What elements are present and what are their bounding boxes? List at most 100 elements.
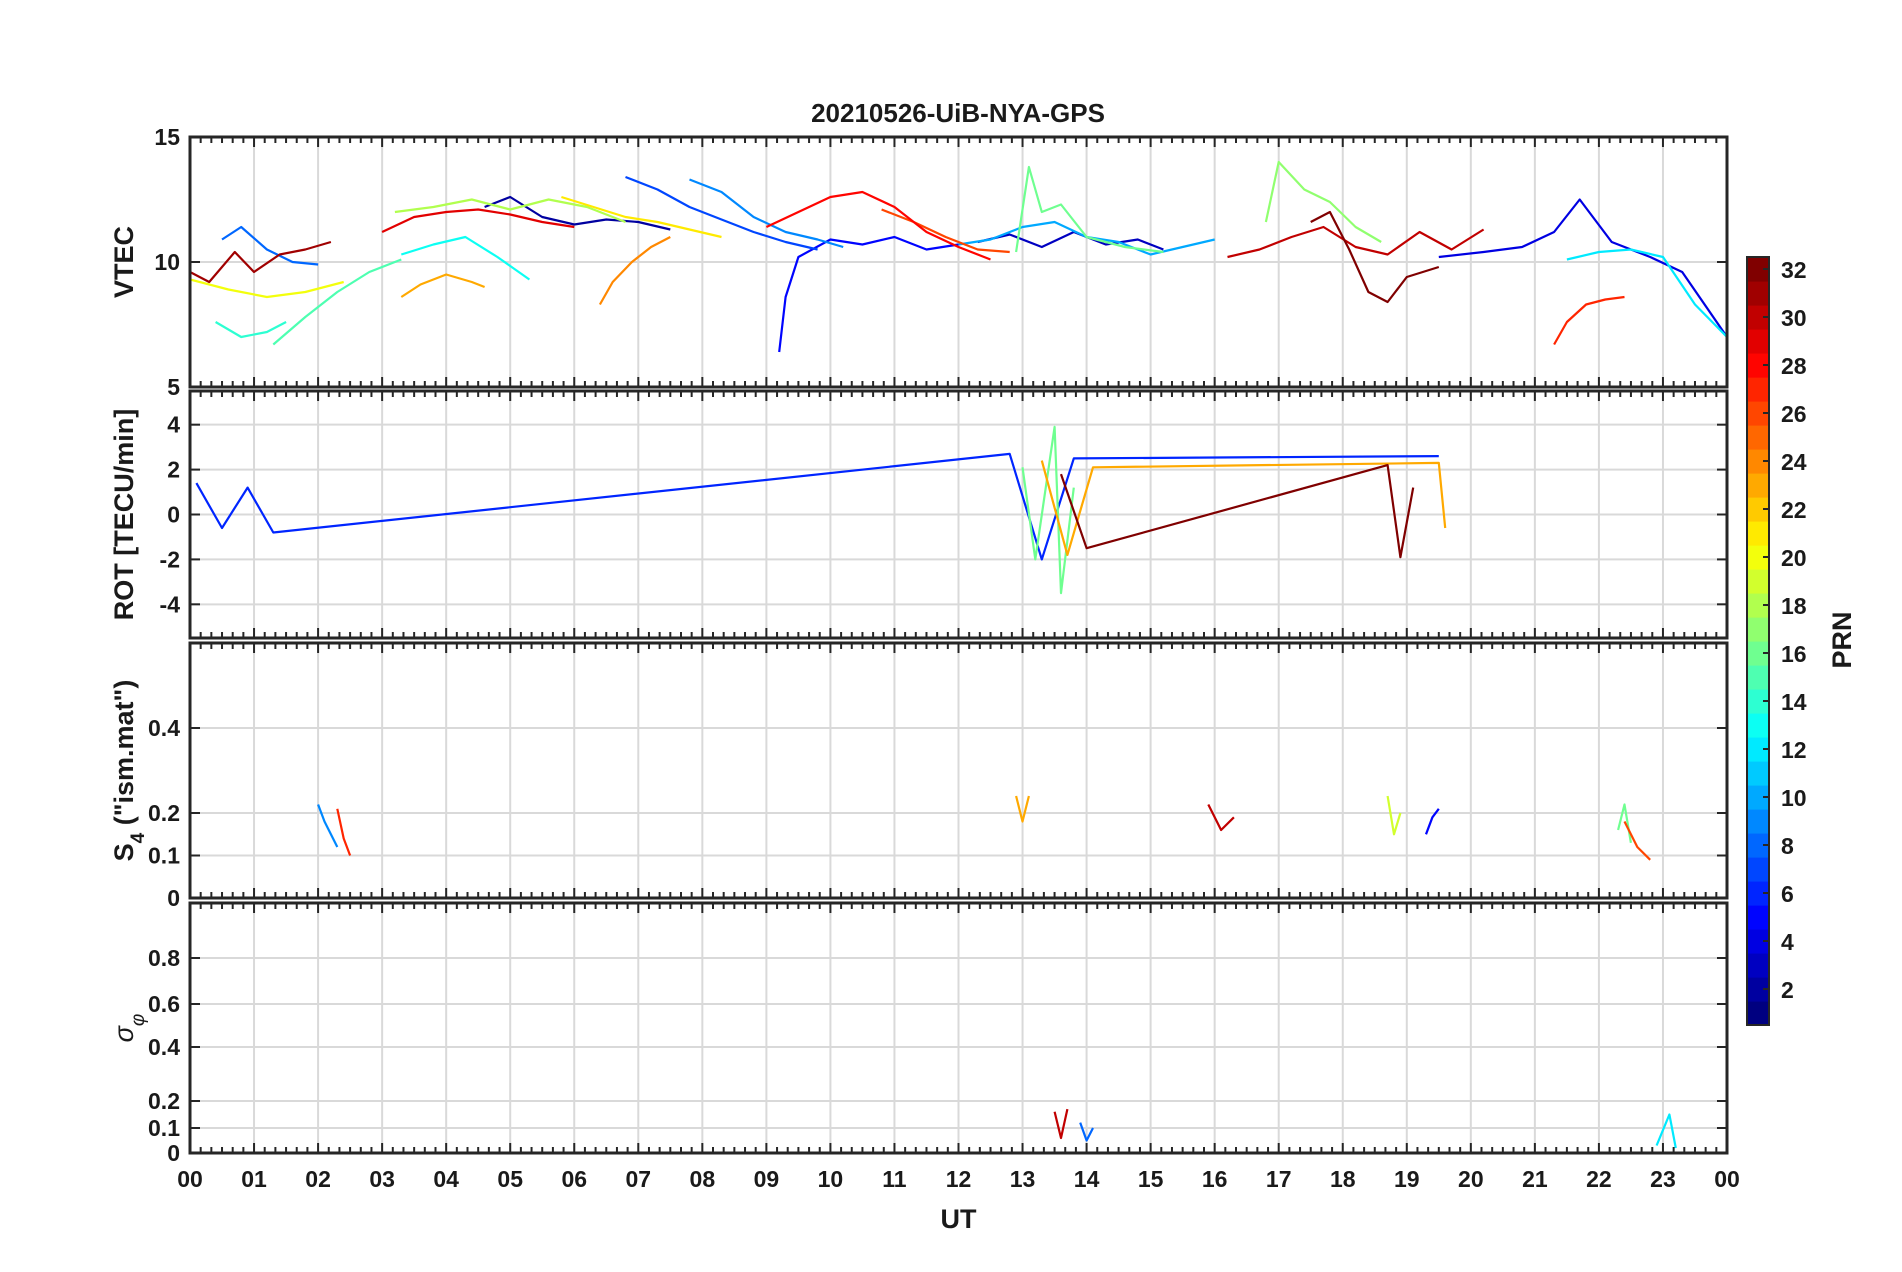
x-tick-label: 11 bbox=[882, 1166, 907, 1192]
series-line-prn-5 bbox=[1424, 808, 1440, 835]
series-line-prn-30 bbox=[1207, 804, 1235, 832]
y-axis-label: VTEC bbox=[109, 226, 139, 298]
colorbar-segment bbox=[1747, 329, 1769, 354]
x-tick-label: 10 bbox=[818, 1166, 844, 1192]
colorbar-tick-label: 28 bbox=[1781, 353, 1807, 379]
y-tick-label: -4 bbox=[160, 591, 181, 617]
colorbar-tick-label: 24 bbox=[1781, 449, 1807, 475]
series-line-prn-16 bbox=[1021, 425, 1075, 595]
series-line-prn-16 bbox=[1015, 165, 1164, 254]
series-line-prn-12 bbox=[1566, 248, 1727, 338]
colorbar-tick-label: 10 bbox=[1781, 785, 1807, 811]
series-group bbox=[317, 795, 1651, 861]
colorbar-segment bbox=[1747, 449, 1769, 474]
colorbar-segment bbox=[1747, 593, 1769, 618]
x-tick-label: 12 bbox=[946, 1166, 972, 1192]
colorbar-tick-label: 12 bbox=[1781, 737, 1807, 763]
colorbar-frame bbox=[1746, 256, 1770, 1026]
colorbar-segment bbox=[1747, 425, 1769, 450]
colorbar-segment bbox=[1747, 377, 1769, 402]
y-tick-label: 0.4 bbox=[148, 1034, 180, 1060]
series-line-prn-7 bbox=[625, 175, 818, 251]
colorbar-segment bbox=[1747, 401, 1769, 426]
x-tick-label: 00 bbox=[1714, 1166, 1740, 1192]
x-tick-label: 02 bbox=[305, 1166, 331, 1192]
colorbar-segment bbox=[1747, 353, 1769, 378]
y-tick-label: 0 bbox=[167, 502, 180, 528]
y-tick-label: 2 bbox=[167, 457, 180, 483]
series-line-prn-12 bbox=[1655, 1113, 1677, 1149]
colorbar-tick-label: 16 bbox=[1781, 641, 1807, 667]
x-tick-label: 19 bbox=[1394, 1166, 1420, 1192]
panel-3: 0 0.1 0.2 0.4S4 ("ism.mat") bbox=[109, 641, 1729, 911]
series-line-prn-20 bbox=[190, 278, 344, 299]
y-axis-label: S4 ("ism.mat") bbox=[109, 680, 149, 862]
series-line-prn-23 bbox=[1040, 460, 1447, 557]
series-line-prn-29 bbox=[381, 208, 575, 233]
colorbar-segment bbox=[1747, 833, 1769, 858]
series-line-prn-32 bbox=[1059, 464, 1415, 559]
colorbar-segment bbox=[1747, 809, 1769, 834]
chart-title: 20210526-UiB-NYA-GPS bbox=[811, 98, 1105, 128]
series-line-prn-27 bbox=[336, 808, 352, 856]
x-tick-label: 14 bbox=[1074, 1166, 1100, 1192]
y-axis-label: ROT [TECU/min] bbox=[109, 409, 139, 620]
series-line-prn-31 bbox=[190, 240, 332, 284]
colorbar-segment bbox=[1747, 473, 1769, 498]
colorbar-label: PRN bbox=[1827, 611, 1857, 668]
series-line-prn-24 bbox=[598, 236, 671, 306]
colorbar-segment bbox=[1747, 713, 1769, 738]
colorbar-segment bbox=[1747, 953, 1769, 978]
y-tick-label: 0.1 bbox=[148, 843, 180, 869]
y-tick-label: 0.2 bbox=[148, 800, 180, 826]
colorbar-segment bbox=[1747, 689, 1769, 714]
x-tick-label: 00 bbox=[177, 1166, 203, 1192]
x-tick-label: 17 bbox=[1266, 1166, 1292, 1192]
x-tick-label: 18 bbox=[1330, 1166, 1356, 1192]
colorbar-tick-label: 22 bbox=[1781, 497, 1807, 523]
colorbar-segment bbox=[1747, 929, 1769, 954]
series-line-prn-15 bbox=[272, 258, 402, 346]
series-line-prn-26 bbox=[881, 208, 1010, 254]
colorbar-segment bbox=[1747, 305, 1769, 330]
series-line-prn-8 bbox=[221, 225, 319, 266]
colorbar-segment bbox=[1747, 785, 1769, 810]
colorbar-tick-label: 4 bbox=[1781, 929, 1794, 955]
y-tick-label: 15 bbox=[154, 124, 180, 150]
colorbar-segment bbox=[1747, 761, 1769, 786]
y-tick-label: 0.2 bbox=[148, 1088, 180, 1114]
x-tick-label: 15 bbox=[1138, 1166, 1164, 1192]
x-tick-label: 01 bbox=[241, 1166, 267, 1192]
x-tick-label: 13 bbox=[1010, 1166, 1036, 1192]
colorbar-segment bbox=[1747, 881, 1769, 906]
series-line-prn-26 bbox=[1623, 821, 1651, 861]
panel-4: 00.10.2 0.4 0.6 0.8 σφ bbox=[109, 901, 1729, 1166]
series-line-prn-28 bbox=[765, 190, 991, 261]
y-axis-label: σφ bbox=[109, 1014, 149, 1043]
colorbar-tick-label: 6 bbox=[1781, 881, 1794, 907]
y-tick-label: 0 bbox=[167, 885, 180, 911]
colorbar-segment bbox=[1747, 857, 1769, 882]
series-line-prn-14 bbox=[215, 321, 287, 339]
colorbar-segment bbox=[1747, 281, 1769, 306]
series-line-prn-8 bbox=[1079, 1122, 1094, 1142]
colorbar-tick-label: 18 bbox=[1781, 593, 1807, 619]
colorbar-segment bbox=[1747, 617, 1769, 642]
series-line-prn-2 bbox=[484, 195, 671, 231]
x-tick-label: 22 bbox=[1586, 1166, 1612, 1192]
series-line-prn-4 bbox=[1438, 198, 1727, 338]
series-group bbox=[1053, 1108, 1677, 1149]
series-line-prn-19 bbox=[1386, 795, 1402, 836]
series-group bbox=[190, 160, 1727, 353]
x-tick-label: 08 bbox=[690, 1166, 716, 1192]
x-tick-label: 21 bbox=[1522, 1166, 1548, 1192]
series-line-prn-5 bbox=[778, 235, 959, 353]
colorbar-tick-label: 20 bbox=[1781, 545, 1807, 571]
colorbar-segment bbox=[1747, 737, 1769, 762]
panel-1: 5 10 15 VTEC bbox=[109, 124, 1729, 400]
series-line-prn-32 bbox=[1310, 210, 1440, 304]
colorbar-segment bbox=[1747, 905, 1769, 930]
series-line-prn-30 bbox=[1053, 1108, 1069, 1140]
